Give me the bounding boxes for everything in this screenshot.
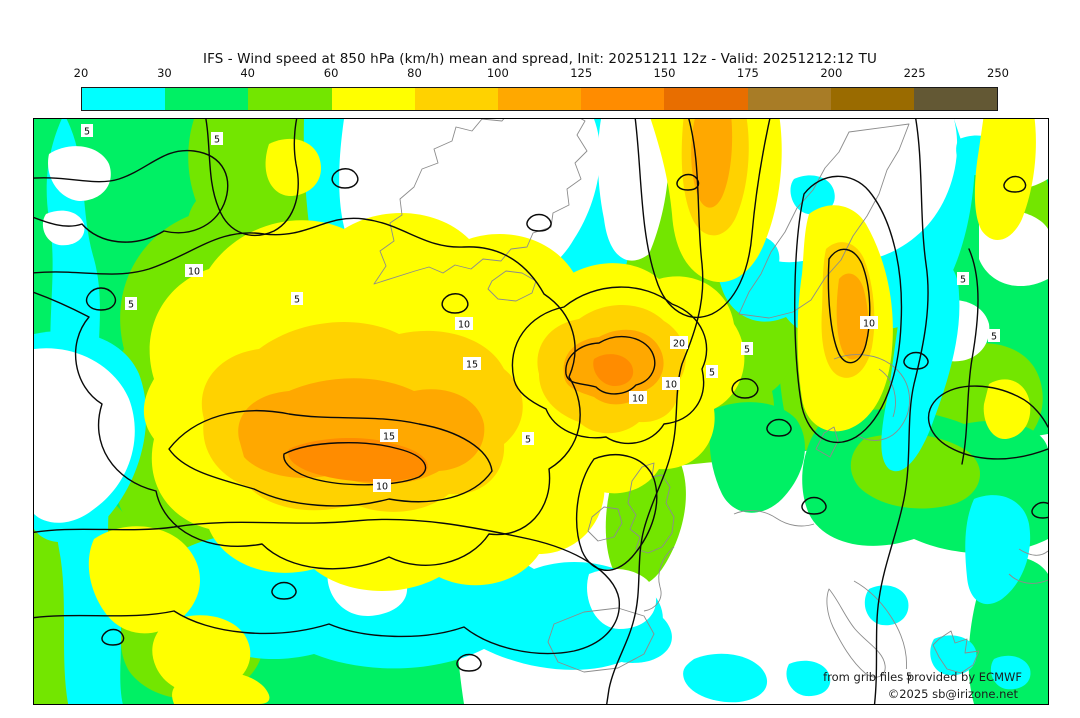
contour-label: 5 [991,332,997,343]
contour-label: 10 [458,320,470,331]
contour-label-box [125,297,137,310]
contour-label: 10 [632,394,644,405]
colorbar-segment [248,88,332,110]
colorbar-tick-label: 60 [323,66,339,80]
contour-label-box [81,124,93,137]
colorbar-tick-labels: 20 30 40 60 80 100 125 150 175 200 225 250 [74,66,1009,80]
contour-label: 15 [466,360,478,371]
colorbar-segment [664,88,748,110]
contour-label-box [957,272,969,285]
contour-label-box [185,264,203,277]
contour-label: 5 [214,135,220,146]
contour-labels: 5 5 10 5 5 10 15 15 10 5 20 10 10 5 5 10 5 5 5 [81,124,1000,683]
contour-label-box [706,365,718,378]
map-panel: 5 5 10 5 5 10 15 15 10 5 20 10 10 5 5 10 5 5 5 [33,118,1049,705]
colorbar-tick-label: 100 [486,66,509,80]
contour-label-box [860,316,878,329]
colorbar-tick-label: 40 [240,66,256,80]
colorbar-segment [331,88,415,110]
contour-label-box [629,391,647,404]
contour-label: 20 [673,339,685,350]
colorbar-tick-label: 125 [570,66,593,80]
spread-contour-layer [34,119,1048,704]
contour-label: 5 [525,435,531,446]
coastline-layer [373,119,1048,678]
colorbar [81,87,998,111]
colorbar-tick-label: 20 [73,66,89,80]
contour-label: 5 [960,275,966,286]
contour-label: 5 [906,672,912,683]
contour-label-box [373,479,391,492]
contour-label: 5 [294,295,300,306]
wind-fill-layer [34,119,1048,704]
contour-label: 10 [665,380,677,391]
colorbar-segment [82,88,166,110]
colorbar-tick-label: 150 [653,66,676,80]
attribution-copyright: ©2025 sb@irizone.net [887,687,1018,701]
contour-label: 5 [709,368,715,379]
contour-label: 10 [376,482,388,493]
contour-label-box [903,669,915,682]
contour-label-box [662,377,680,390]
colorbar-segment [830,88,914,110]
colorbar-segment [913,88,998,110]
contour-label: 5 [84,127,90,138]
contour-label: 10 [863,319,875,330]
contour-label: 15 [383,432,395,443]
colorbar-tick-label: 250 [987,66,1009,80]
colorbar-tick-label: 80 [407,66,422,80]
colorbar-tick-label: 225 [903,66,926,80]
page-title: IFS - Wind speed at 850 hPa (km/h) mean … [203,51,877,67]
colorbar-segment [497,88,582,110]
attribution-source: from grib files provided by ECMWF [823,670,1022,684]
contour-label-box [455,317,473,330]
colorbar-segment [165,88,249,110]
colorbar-segment [581,88,665,110]
contour-label-box [211,132,223,145]
contour-label-box [291,292,303,305]
contour-label-box [522,432,534,445]
contour-label: 10 [188,267,200,278]
colorbar-tick-label: 30 [157,66,172,80]
contour-label-box [380,429,398,442]
colorbar-segment [414,88,498,110]
contour-label-box [463,357,481,370]
contour-label-box [670,336,688,349]
colorbar-segment [747,88,831,110]
colorbar-tick-label: 175 [736,66,759,80]
contour-label-box [988,329,1000,342]
colorbar-tick-label: 200 [820,66,843,80]
contour-label: 5 [128,300,134,311]
contour-label-box [741,342,753,355]
contour-label: 5 [744,345,750,356]
